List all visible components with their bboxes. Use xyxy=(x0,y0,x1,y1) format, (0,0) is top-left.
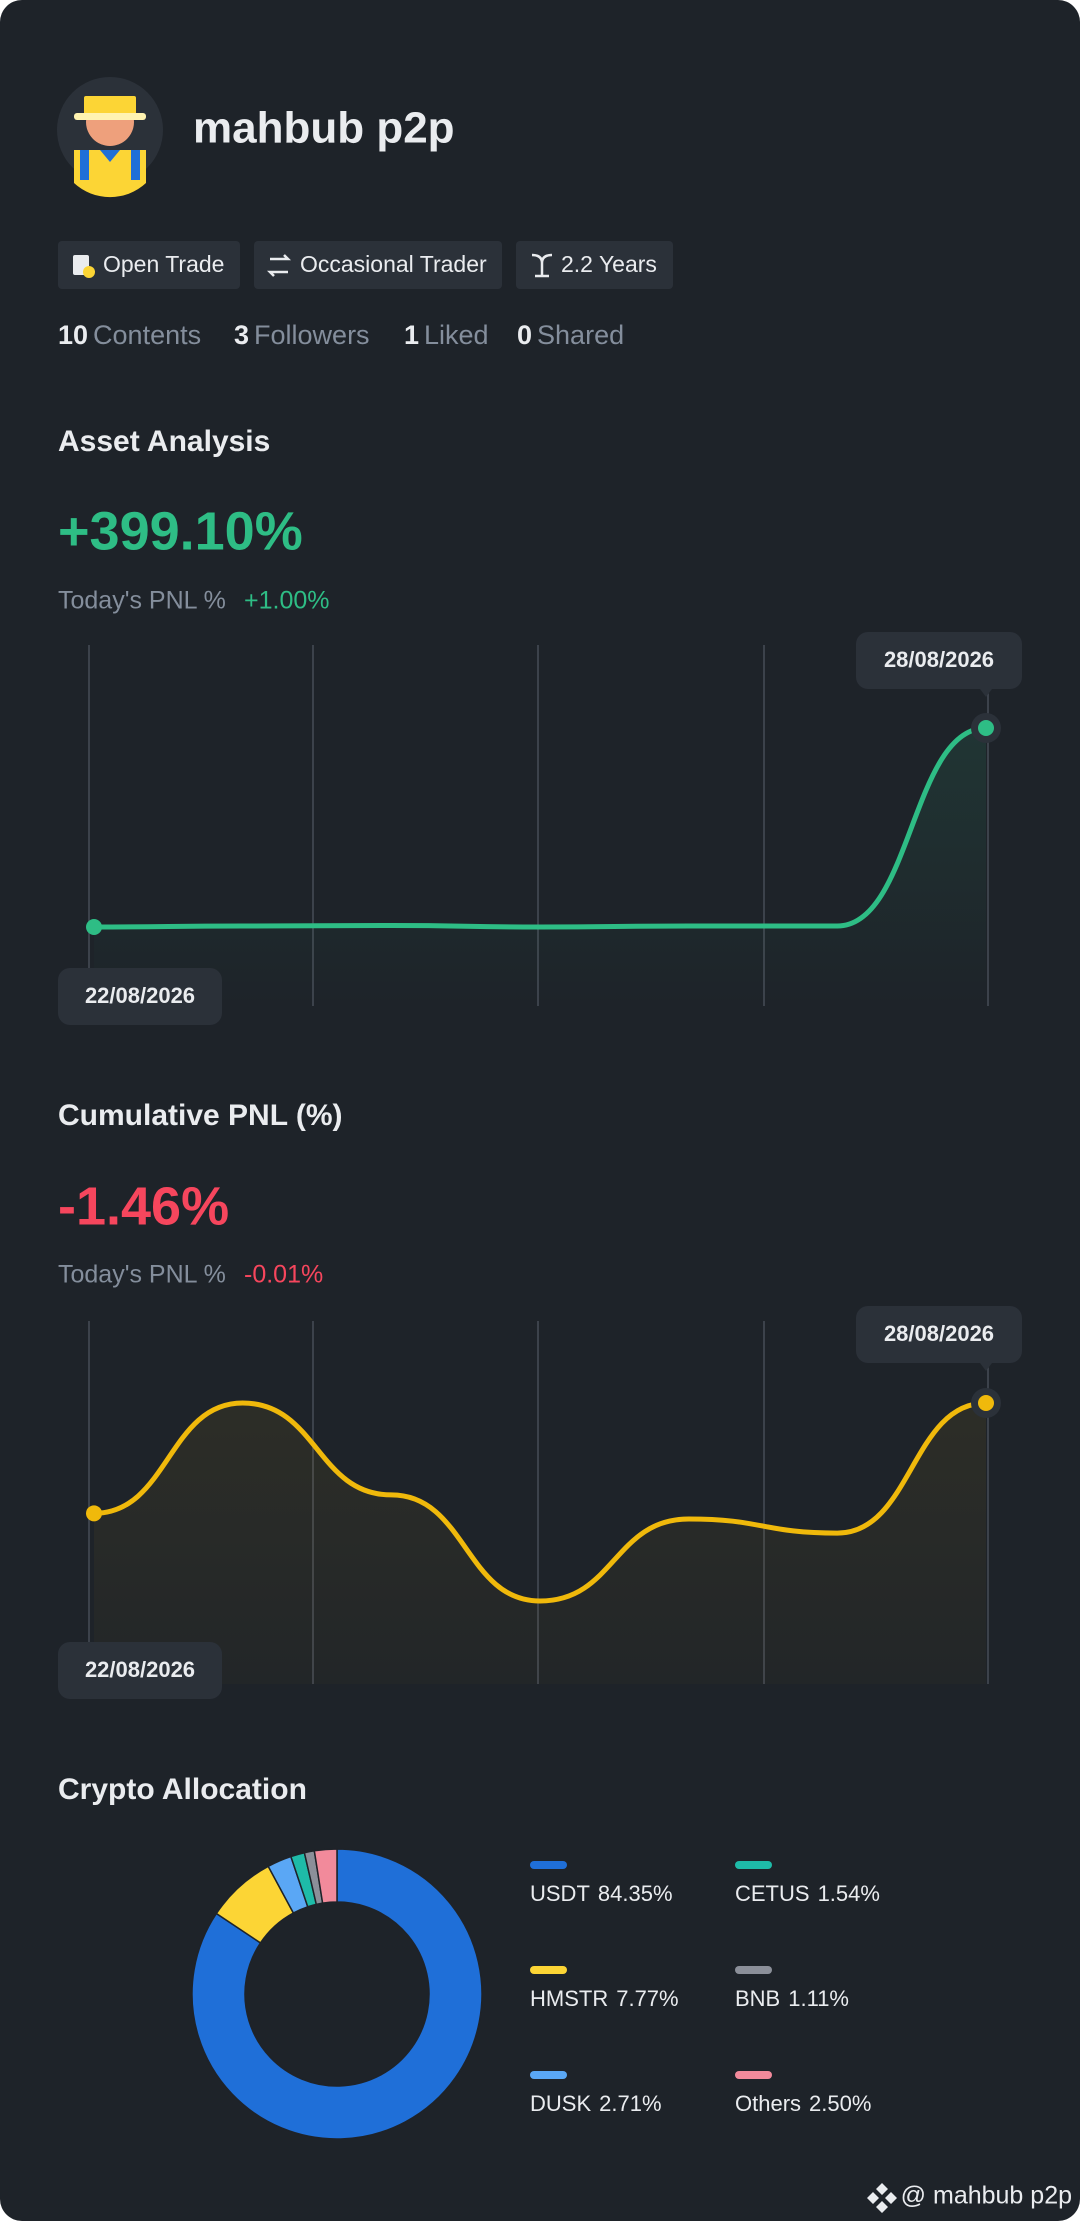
watermark: @ mahbub p2p xyxy=(901,2182,1072,2210)
legend-value: 1.54% xyxy=(818,1881,880,1906)
section-title: Crypto Allocation xyxy=(58,1773,307,1806)
stat-label: Liked xyxy=(424,320,489,350)
tag-label: Open Trade xyxy=(103,251,224,277)
legend-entry: USDT 84.35% xyxy=(530,1881,673,1906)
section-title: Cumulative PNL (%) xyxy=(58,1099,343,1132)
tags: Open Trade Occasional Trader 2.2 Years xyxy=(58,241,673,289)
avatar xyxy=(57,77,163,198)
start-date: 22/08/2026 xyxy=(85,1657,195,1682)
legend-swatch xyxy=(530,2071,567,2079)
date-tooltip xyxy=(58,968,222,1025)
start-point xyxy=(86,919,102,935)
legend-swatch xyxy=(735,2071,772,2079)
legend-name: Others xyxy=(735,2091,801,2116)
date-tooltip xyxy=(856,1306,1022,1363)
donut-segment xyxy=(191,1848,483,2140)
legend-name: HMSTR xyxy=(530,1986,608,2011)
date-tooltip xyxy=(856,632,1022,689)
legend-name: DUSK xyxy=(530,2091,591,2116)
tag-chip xyxy=(516,241,673,289)
start-point xyxy=(86,1505,102,1522)
legend-swatch xyxy=(530,1966,567,1974)
today-pnl-label: Today's PNL % xyxy=(58,1261,226,1289)
legend-entry: HMSTR 7.77% xyxy=(530,1986,679,2011)
section-title: Asset Analysis xyxy=(58,425,270,458)
today-pnl-value: -0.01% xyxy=(244,1261,323,1289)
legend-entry: Others 2.50% xyxy=(735,2091,871,2116)
legend-name: CETUS xyxy=(735,1881,810,1906)
stat-label: Shared xyxy=(537,320,624,350)
user-name: mahbub p2p xyxy=(193,104,455,153)
legend-name: BNB xyxy=(735,1986,780,2011)
legend-entry: DUSK 2.71% xyxy=(530,2091,662,2116)
stat-count: 0 xyxy=(517,320,532,350)
legend-value: 7.77% xyxy=(616,1986,678,2011)
tag-label: 2.2 Years xyxy=(561,251,657,277)
line xyxy=(91,1400,989,1604)
start-date: 22/08/2026 xyxy=(85,983,195,1008)
pnl-change: -1.46% xyxy=(58,1176,229,1236)
legend-entry: CETUS 1.54% xyxy=(735,1881,880,1906)
tag-chip xyxy=(58,241,240,289)
end-point xyxy=(978,1395,994,1411)
asset-change: +399.10% xyxy=(58,501,303,561)
legend-value: 1.11% xyxy=(788,1986,849,2011)
stat-label: Followers xyxy=(254,320,370,350)
stat: 1 Liked xyxy=(404,320,489,350)
end-point xyxy=(978,720,994,736)
tag-chip xyxy=(254,241,502,289)
stat: 0 Shared xyxy=(517,320,624,350)
legend-value: 84.35% xyxy=(598,1881,673,1906)
legend-swatch xyxy=(735,1966,772,1974)
legend-swatch xyxy=(530,1861,567,1869)
line xyxy=(91,725,989,930)
area-fill xyxy=(94,728,986,1006)
tag-icon xyxy=(531,253,553,278)
tag-icon xyxy=(266,254,292,277)
stat-label: Contents xyxy=(93,320,201,350)
end-date: 28/08/2026 xyxy=(884,647,994,672)
donut-segment xyxy=(313,1848,338,1904)
area-fill xyxy=(94,1403,986,1684)
stat-count: 1 xyxy=(404,320,419,350)
tag-label: Occasional Trader xyxy=(300,251,487,277)
binance-logo xyxy=(867,2183,897,2213)
legend-swatch xyxy=(735,1861,772,1869)
end-date: 28/08/2026 xyxy=(884,1321,994,1346)
stats: 10 Contents 3 Followers 1 Liked 0 Shared xyxy=(58,320,624,350)
today-pnl-label: Today's PNL % xyxy=(58,587,226,615)
today-pnl-value: +1.00% xyxy=(244,587,330,615)
legend-name: USDT xyxy=(530,1881,590,1906)
stat: 10 Contents xyxy=(58,320,201,350)
stat-count: 3 xyxy=(234,320,249,350)
stat-count: 10 xyxy=(58,320,88,350)
tag-icon xyxy=(73,255,95,278)
stat: 3 Followers xyxy=(234,320,370,350)
tooltip-pointer xyxy=(980,689,992,697)
legend-entry: BNB 1.11% xyxy=(735,1986,849,2011)
legend-value: 2.71% xyxy=(599,2091,661,2116)
legend-value: 2.50% xyxy=(809,2091,871,2116)
tooltip-pointer xyxy=(980,1363,992,1371)
date-tooltip xyxy=(58,1642,222,1699)
